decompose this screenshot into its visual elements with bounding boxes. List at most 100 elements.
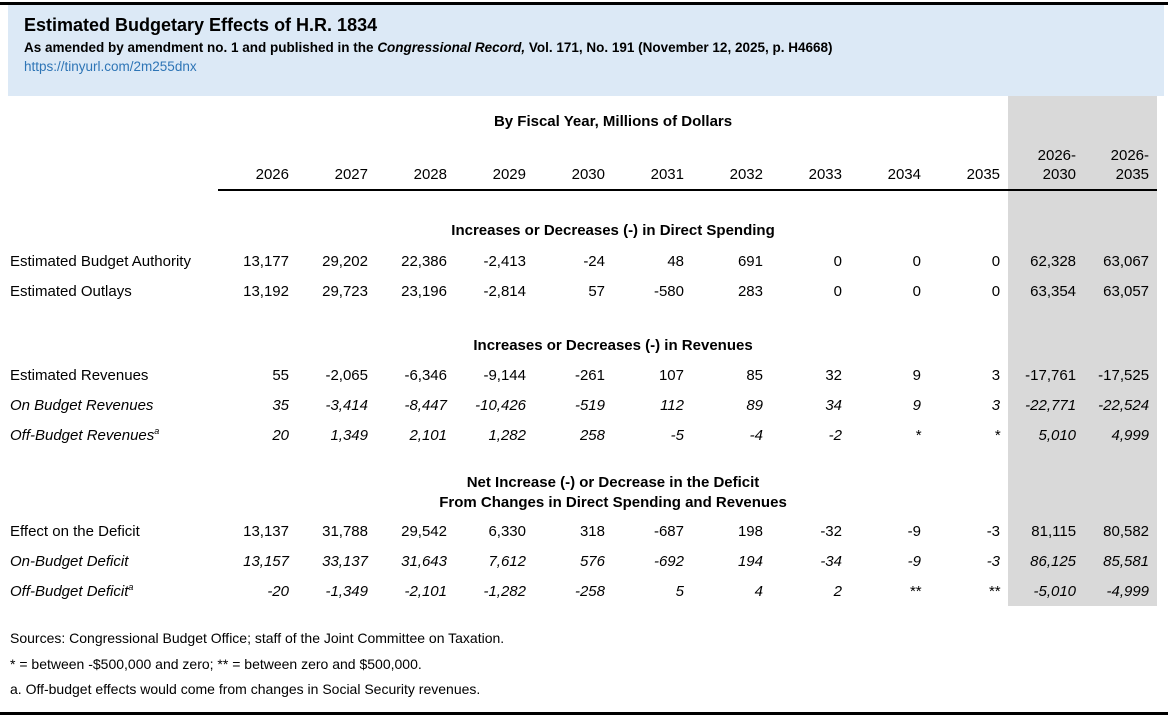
cell-value: -519 — [574, 396, 605, 414]
spacer-row — [0, 450, 1157, 470]
cell-value: 0 — [912, 282, 921, 300]
cell-value: 63,057 — [1103, 282, 1150, 300]
table-row: Off-Budget Deficita -20 -1,349 -2,101 -1,282… — [0, 576, 1157, 606]
cell-value: 691 — [737, 252, 763, 270]
spacer-row — [0, 190, 1157, 216]
cell-value: 48 — [667, 252, 684, 270]
footnote-sources: Sources: Congressional Budget Office; st… — [10, 630, 505, 646]
section-header: Increases or Decreases (-) in Direct Spe… — [451, 222, 775, 239]
cell-value: 9 — [912, 396, 921, 414]
cell-value: 80,582 — [1103, 522, 1150, 540]
cell-value: 29,542 — [401, 522, 447, 540]
cell-value: 3 — [991, 396, 1001, 414]
column-header-empty — [0, 132, 218, 190]
column-header-year: 2035 — [929, 132, 1009, 191]
cell-value: -22,771 — [1025, 396, 1077, 414]
table-row: On Budget Revenues 35 -3,414 -8,447 -10,426 -… — [0, 390, 1157, 420]
cell-value: -2,101 — [404, 582, 447, 600]
footnotes: Sources: Congressional Budget Office; st… — [10, 626, 504, 703]
cell-value: 107 — [658, 366, 684, 384]
cell-value: -17,761 — [1025, 366, 1077, 384]
column-header-year: 2033 — [771, 132, 850, 191]
cell-value: -3,414 — [325, 396, 368, 414]
column-header-year: 2027 — [297, 132, 376, 191]
cell-value: -5,010 — [1033, 582, 1077, 600]
cell-value: 29,723 — [322, 282, 368, 300]
table-row: Effect on the Deficit 13,137 31,788 29,542 6… — [0, 516, 1157, 546]
cell-value: 0 — [912, 252, 921, 270]
cell-value: -1,349 — [325, 582, 368, 600]
cell-value: 31,788 — [322, 522, 368, 540]
cell-value: 81,115 — [1031, 522, 1077, 540]
bottom-rule — [0, 712, 1168, 715]
section-header: Net Increase (-) or Decrease in the Defi… — [439, 474, 787, 511]
cell-value: 31,643 — [401, 552, 447, 570]
budget-table-area: By Fiscal Year, Millions of Dollars 2026… — [0, 96, 1158, 606]
cell-value: -2,065 — [325, 366, 368, 384]
cell-value: 194 — [737, 552, 763, 570]
spacer-cell — [0, 450, 1157, 470]
source-link[interactable]: https://tinyurl.com/2m255dnx — [24, 59, 197, 74]
cell-value: ** — [909, 582, 921, 600]
cell-value: 34 — [825, 396, 842, 414]
cell-value: 576 — [579, 552, 605, 570]
cell-value: 9 — [912, 366, 921, 384]
row-label: Estimated Revenues — [10, 366, 149, 384]
row-label: On Budget Revenues — [10, 396, 154, 414]
spacer-row — [0, 306, 1157, 332]
cell-value: -9 — [907, 522, 921, 540]
column-header-row: 2026 2027 2028 2029 2030 2031 2032 2033 2034 2035… — [0, 132, 1158, 191]
cell-value: 4,999 — [1111, 426, 1150, 444]
top-rule — [0, 2, 1168, 5]
cell-value: -17,525 — [1098, 366, 1150, 384]
cell-value: 86,125 — [1030, 552, 1077, 570]
cell-value: -6,346 — [404, 366, 447, 384]
cell-value: -22,524 — [1098, 396, 1150, 414]
cell-value: -1,282 — [483, 582, 526, 600]
row-label: Off-Budget Deficita — [10, 581, 134, 600]
cell-value: 2 — [833, 582, 842, 600]
section-header-gutter-right — [1008, 470, 1157, 516]
cell-value: 283 — [737, 282, 763, 300]
cell-value: 4 — [754, 582, 763, 600]
cell-value: -2 — [828, 426, 842, 444]
cell-value: 35 — [272, 396, 289, 414]
cell-value: 20 — [272, 426, 289, 444]
section-header-gutter-right — [1008, 332, 1157, 360]
row-label: Estimated Budget Authority — [10, 252, 191, 270]
cell-value: -692 — [653, 552, 684, 570]
section-header-row: Increases or Decreases (-) in Direct Spe… — [0, 216, 1157, 246]
column-header-year: 2026 — [218, 132, 297, 191]
cell-value: -687 — [653, 522, 684, 540]
unit-header-gutter-left — [0, 96, 218, 132]
footnote-marker: a — [128, 581, 134, 592]
footnote-marker: a — [154, 425, 160, 436]
cell-value: 32 — [825, 366, 842, 384]
table-row: Off-Budget Revenuesa 20 1,349 2,101 1,282 258… — [0, 420, 1157, 450]
cell-value: 0 — [833, 282, 842, 300]
column-header-year: 2032 — [692, 132, 771, 191]
column-header-total: 2026- 2030 — [1008, 132, 1085, 191]
cell-value: 29,202 — [322, 252, 368, 270]
section-header-row: Increases or Decreases (-) in Revenues — [0, 332, 1157, 360]
cell-value: 63,354 — [1030, 282, 1077, 300]
column-header-year: 2031 — [613, 132, 692, 191]
cell-value: 1,349 — [330, 426, 368, 444]
cell-value: -10,426 — [475, 396, 526, 414]
section-header-gutter-left — [0, 332, 218, 360]
column-header-year: 2029 — [455, 132, 534, 191]
table-row: On-Budget Deficit 13,157 33,137 31,643 7,612… — [0, 546, 1157, 576]
subtitle: As amended by amendment no. 1 and publis… — [24, 38, 1154, 57]
table-row: Estimated Budget Authority 13,177 29,202 22… — [0, 246, 1157, 276]
cell-value: 3 — [991, 366, 1001, 384]
cell-value: 318 — [579, 522, 605, 540]
spacer-cell — [0, 190, 1157, 216]
cell-value: 0 — [991, 282, 1001, 300]
cell-value: 0 — [833, 252, 842, 270]
table-row: Estimated Revenues 55 -2,065 -6,346 -9,144 -2… — [0, 360, 1157, 390]
cell-value: -24 — [583, 252, 605, 270]
cell-value: -3 — [986, 522, 1001, 540]
cell-value: ** — [988, 582, 1001, 600]
cell-value: -2,814 — [483, 282, 526, 300]
section-header: Increases or Decreases (-) in Revenues — [473, 337, 753, 354]
